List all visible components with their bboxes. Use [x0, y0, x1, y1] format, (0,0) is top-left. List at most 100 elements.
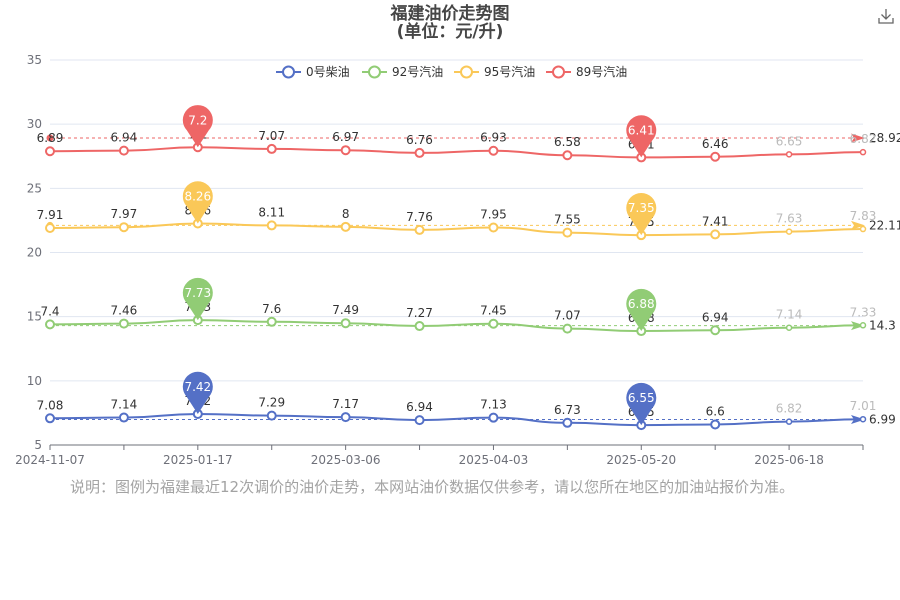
- data-label: 7.14: [776, 308, 803, 322]
- data-label: 7.55: [554, 213, 581, 227]
- y-tick-label: 5: [34, 438, 42, 452]
- data-label: 7.17: [332, 397, 359, 411]
- min-pin-label: 6.55: [628, 391, 655, 405]
- data-label: 7.46: [111, 304, 138, 318]
- data-point: [340, 221, 351, 232]
- data-label: 7.07: [554, 309, 581, 323]
- x-tick-label: 2024-11-07: [15, 453, 85, 467]
- average-line-arrow: [851, 220, 865, 230]
- data-label: 6.58: [554, 135, 581, 149]
- data-point: [118, 222, 129, 233]
- data-label: 6.76: [406, 133, 433, 147]
- data-point: [710, 151, 721, 162]
- data-label: 7.76: [406, 210, 433, 224]
- data-label: 7.97: [111, 207, 138, 221]
- data-label: 7.29: [258, 396, 285, 410]
- data-label: 7.01: [850, 399, 877, 413]
- data-point: [414, 415, 425, 426]
- data-point: [562, 227, 573, 238]
- max-pin: [182, 181, 213, 224]
- data-point: [488, 145, 499, 156]
- data-label: 6.46: [702, 137, 729, 151]
- min-pin-label: 6.41: [628, 123, 655, 137]
- download-icon[interactable]: [876, 6, 896, 26]
- data-point: [118, 145, 129, 156]
- min-pin: [626, 192, 657, 236]
- series-line: [49, 412, 864, 427]
- data-point: [785, 324, 793, 331]
- data-label: 7.41: [702, 214, 729, 228]
- data-label: 6.65: [776, 134, 803, 148]
- data-point: [488, 222, 499, 233]
- data-label: 7.6: [262, 302, 281, 316]
- data-label: 6.93: [480, 131, 507, 145]
- y-tick-label: 15: [27, 310, 42, 324]
- data-point: [266, 410, 277, 421]
- data-label: 6.94: [702, 310, 729, 324]
- legend-label: 95号汽油: [484, 64, 535, 79]
- average-line-arrow: [851, 133, 865, 143]
- average-label: 22.11: [869, 218, 900, 232]
- y-tick-label: 10: [27, 374, 42, 388]
- data-point: [562, 150, 573, 161]
- series-line: [49, 222, 864, 237]
- max-pin: [182, 371, 213, 414]
- data-point: [562, 323, 573, 334]
- data-point: [414, 321, 425, 332]
- min-pin: [626, 382, 657, 426]
- max-pin: [182, 105, 213, 148]
- data-point: [266, 143, 277, 154]
- data-point: [266, 316, 277, 327]
- data-point: [488, 318, 499, 329]
- y-tick-label: 35: [27, 53, 42, 67]
- x-tick-label: 2025-05-20: [606, 453, 676, 467]
- data-point: [859, 322, 867, 329]
- data-label: 7.33: [850, 305, 877, 319]
- data-point: [414, 224, 425, 235]
- legend-marker: [460, 65, 473, 79]
- max-pin: [182, 277, 213, 321]
- data-label: 7.4: [40, 304, 59, 318]
- data-label: 7.07: [258, 129, 285, 143]
- legend-marker: [368, 65, 381, 79]
- y-tick-label: 30: [27, 117, 42, 131]
- data-point: [45, 319, 55, 330]
- data-point: [266, 220, 277, 231]
- data-label: 6.73: [554, 403, 581, 417]
- data-point: [340, 412, 351, 423]
- series-line: [49, 146, 864, 159]
- data-point: [45, 413, 55, 424]
- data-label: 8.11: [258, 205, 285, 219]
- data-label: 7.14: [111, 398, 138, 412]
- average-label: 28.92: [869, 131, 900, 145]
- data-point: [45, 146, 55, 157]
- data-label: 6.94: [111, 131, 138, 145]
- data-label: 7.13: [480, 398, 507, 412]
- legend-label: 92号汽油: [392, 64, 443, 79]
- data-label: 7.95: [480, 207, 507, 221]
- data-label: 7.08: [37, 398, 64, 412]
- data-point: [785, 151, 793, 158]
- x-tick-label: 2025-04-03: [459, 453, 529, 467]
- data-label: 6.94: [406, 400, 433, 414]
- data-point: [340, 145, 351, 156]
- data-label: 7.45: [480, 304, 507, 318]
- x-tick-label: 2025-01-17: [163, 453, 233, 467]
- data-label: 6.82: [776, 402, 803, 416]
- x-tick-label: 2025-06-18: [754, 453, 824, 467]
- data-point: [118, 412, 129, 423]
- chart-subtitle: (单位：元/升): [396, 22, 504, 42]
- data-point: [710, 325, 721, 336]
- y-tick-label: 25: [27, 181, 42, 195]
- data-label: 7.63: [776, 212, 803, 226]
- series-line: [49, 319, 864, 333]
- max-pin-label: 8.26: [184, 189, 211, 203]
- min-pin: [626, 288, 657, 332]
- min-pin: [626, 115, 657, 158]
- data-point: [45, 222, 55, 233]
- legend-label: 89号汽油: [576, 64, 627, 79]
- data-label: 6.82: [850, 132, 877, 146]
- legend-marker: [552, 65, 565, 79]
- average-line-start: [46, 134, 54, 142]
